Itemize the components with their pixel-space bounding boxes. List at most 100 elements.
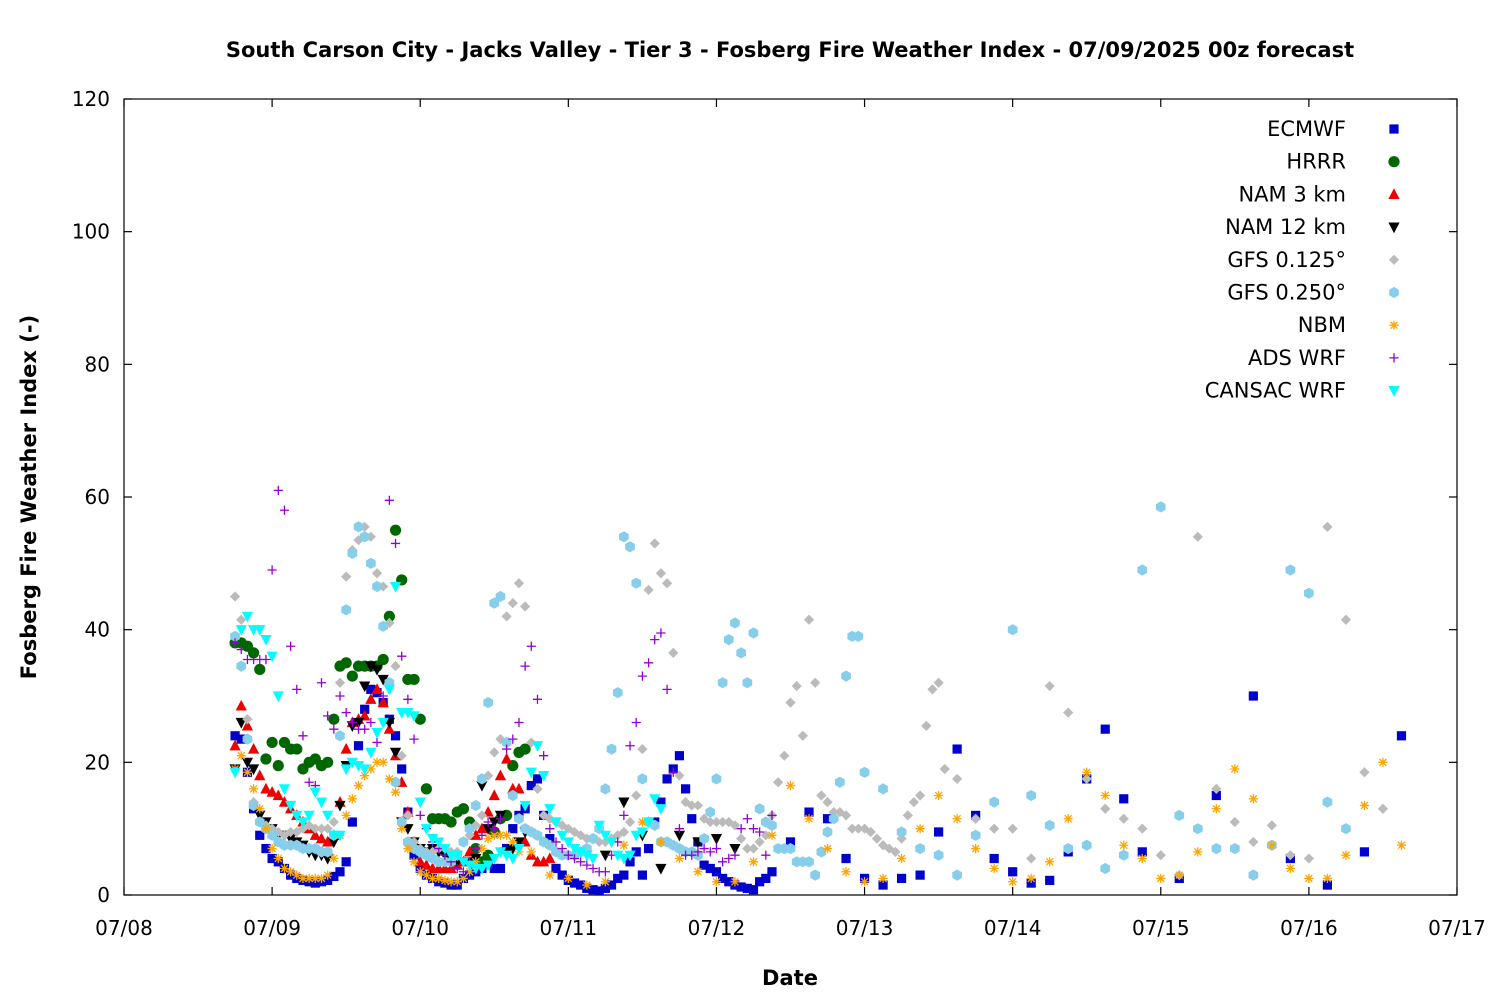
point-gfs-0-125 (674, 770, 685, 781)
point-gfs-0-125 (686, 800, 697, 811)
point-ecmwf (1248, 691, 1258, 701)
point-ads-wrf (477, 830, 487, 840)
point-nbm (508, 837, 518, 847)
point-hrrr (340, 657, 352, 669)
point-ads-wrf (489, 824, 499, 834)
point-cansac-wrf (556, 830, 568, 842)
point-gfs-0-125 (291, 826, 302, 838)
point-gfs-0-250 (754, 803, 765, 815)
point-gfs-0-250 (736, 647, 746, 659)
point-nam-3-km (463, 845, 476, 857)
point-ads-wrf (643, 658, 654, 668)
point-nam-12-km (334, 800, 346, 812)
point-nbm (656, 837, 666, 847)
point-nbm (477, 843, 487, 854)
point-cansac-wrf (618, 853, 630, 865)
point-cansac-wrf (476, 863, 488, 875)
point-ads-wrf (761, 850, 771, 860)
point-nbm (378, 757, 388, 767)
point-gfs-0-250 (841, 670, 851, 682)
point-gfs-0-250 (495, 590, 506, 603)
point-gfs-0-125 (600, 836, 611, 848)
point-nbm (360, 771, 370, 781)
point-gfs-0-125 (495, 734, 506, 745)
point-gfs-0-250 (1211, 843, 1222, 855)
point-ecmwf (724, 877, 734, 887)
point-hrrr (254, 663, 266, 676)
point-nbm (1100, 790, 1110, 801)
point-gfs-0-250 (859, 766, 870, 778)
point-gfs-0-125 (859, 823, 870, 834)
point-ads-wrf (557, 843, 567, 854)
legend-label-gfs-0-125: GFS 0.125° (1227, 248, 1346, 272)
point-ecmwf (495, 863, 506, 874)
point-nbm (286, 867, 296, 877)
point-gfs-0-125 (594, 836, 605, 848)
point-nam-12-km (322, 853, 334, 865)
point-ecmwf (347, 817, 357, 827)
point-gfs-0-125 (705, 816, 716, 828)
y-tick-label: 60 (85, 485, 110, 509)
point-ads-wrf (748, 824, 759, 834)
point-gfs-0-125 (692, 800, 704, 811)
point-gfs-0-250 (649, 819, 660, 831)
point-gfs-0-250 (242, 733, 253, 745)
point-nbm (372, 757, 382, 767)
point-cansac-wrf (642, 817, 655, 829)
point-gfs-0-125 (618, 826, 629, 838)
point-gfs-0-125 (501, 611, 512, 622)
point-nbm (1193, 847, 1203, 857)
point-gfs-0-250 (767, 819, 777, 831)
point-gfs-0-125 (779, 750, 790, 761)
point-ecmwf (526, 780, 536, 791)
point-gfs-0-125 (939, 763, 950, 775)
point-nam-3-km (470, 829, 482, 840)
point-hrrr (420, 783, 432, 795)
point-gfs-0-250 (230, 630, 240, 642)
point-ads-wrf (705, 847, 715, 857)
point-gfs-0-125 (470, 820, 481, 831)
point-ads-wrf (508, 734, 518, 744)
point-gfs-0-125 (229, 591, 241, 602)
point-gfs-0-250 (810, 869, 820, 881)
point-ads-wrf (755, 827, 765, 837)
x-tick-label: 07/15 (1132, 916, 1190, 940)
point-nbm (1211, 804, 1221, 814)
point-gfs-0-250 (403, 836, 413, 848)
point-ads-wrf (329, 724, 339, 734)
point-gfs-0-125 (612, 830, 623, 841)
point-nbm (989, 863, 999, 874)
point-cansac-wrf (439, 843, 451, 855)
point-gfs-0-125 (748, 843, 759, 854)
point-cansac-wrf (408, 711, 420, 722)
point-ads-wrf (230, 638, 240, 648)
point-nbm (298, 873, 308, 884)
point-cansac-wrf (254, 625, 266, 636)
point-nbm (804, 814, 814, 824)
point-cansac-wrf (414, 797, 426, 809)
point-gfs-0-125 (526, 737, 537, 748)
point-gfs-0-125 (989, 823, 1000, 834)
data-points (229, 485, 1407, 896)
point-ads-wrf (569, 853, 580, 864)
point-nam-3-km (359, 709, 371, 721)
point-nbm (896, 853, 907, 864)
point-hrrr (377, 653, 389, 666)
point-ecmwf (687, 814, 697, 824)
point-hrrr (260, 753, 272, 765)
point-gfs-0-125 (970, 813, 981, 824)
point-ads-wrf (471, 843, 481, 854)
point-cansac-wrf (636, 827, 648, 839)
point-gfs-0-250 (915, 843, 925, 855)
point-ads-wrf (341, 707, 351, 718)
point-ads-wrf (236, 644, 246, 655)
point-cansac-wrf (334, 830, 346, 842)
point-gfs-0-125 (476, 810, 488, 821)
point-gfs-0-250 (1285, 564, 1296, 576)
point-nam-3-km (340, 742, 352, 754)
x-tick-label: 07/12 (688, 916, 746, 940)
point-gfs-0-250 (341, 604, 351, 616)
point-ads-wrf (267, 565, 277, 575)
point-gfs-0-250 (1174, 809, 1185, 821)
point-cansac-wrf (278, 784, 291, 795)
